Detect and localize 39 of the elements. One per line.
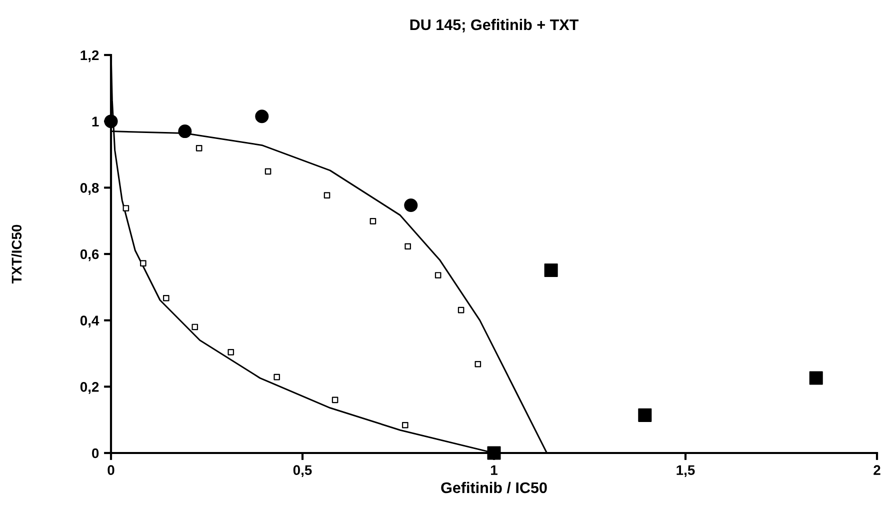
y-axis-title: TXT/IC50 (11, 224, 22, 284)
point (332, 396, 338, 404)
point (809, 371, 823, 385)
point (434, 272, 442, 278)
point (544, 263, 558, 278)
point (638, 408, 652, 422)
y-tick-label: 0 (92, 448, 99, 458)
x-tick-label: 1 (491, 465, 498, 475)
point (402, 422, 408, 428)
point (274, 374, 280, 380)
y-tick-label: 0,4 (80, 316, 100, 328)
point (264, 168, 272, 175)
point (104, 114, 118, 128)
y-tick-label: 0,6 (80, 249, 99, 262)
point (196, 145, 202, 152)
point (404, 243, 411, 250)
point (228, 349, 234, 356)
point (324, 192, 330, 198)
point (255, 110, 269, 124)
point (474, 360, 482, 368)
point (192, 324, 198, 330)
y-tick-label: 1 (92, 116, 99, 126)
x-tick-label: 0,5 (293, 465, 312, 478)
point (404, 198, 418, 212)
x-tick-label: 2 (874, 465, 880, 475)
chart-title: DU 145; Gefitinib + TXT (410, 18, 579, 32)
point (178, 124, 192, 138)
y-tick-label: 0,8 (80, 183, 99, 195)
y-tick-label: 0,2 (80, 382, 99, 394)
point (140, 260, 146, 266)
x-axis-title: Gefitinib / IC50 (441, 482, 547, 494)
point (487, 446, 501, 460)
y-tick-label: 1,2 (80, 50, 99, 62)
point (370, 218, 376, 224)
point (122, 205, 130, 212)
point (163, 294, 170, 302)
point (458, 306, 464, 314)
x-tick-label: 1,5 (676, 465, 695, 478)
x-tick-label: 0 (108, 465, 114, 476)
